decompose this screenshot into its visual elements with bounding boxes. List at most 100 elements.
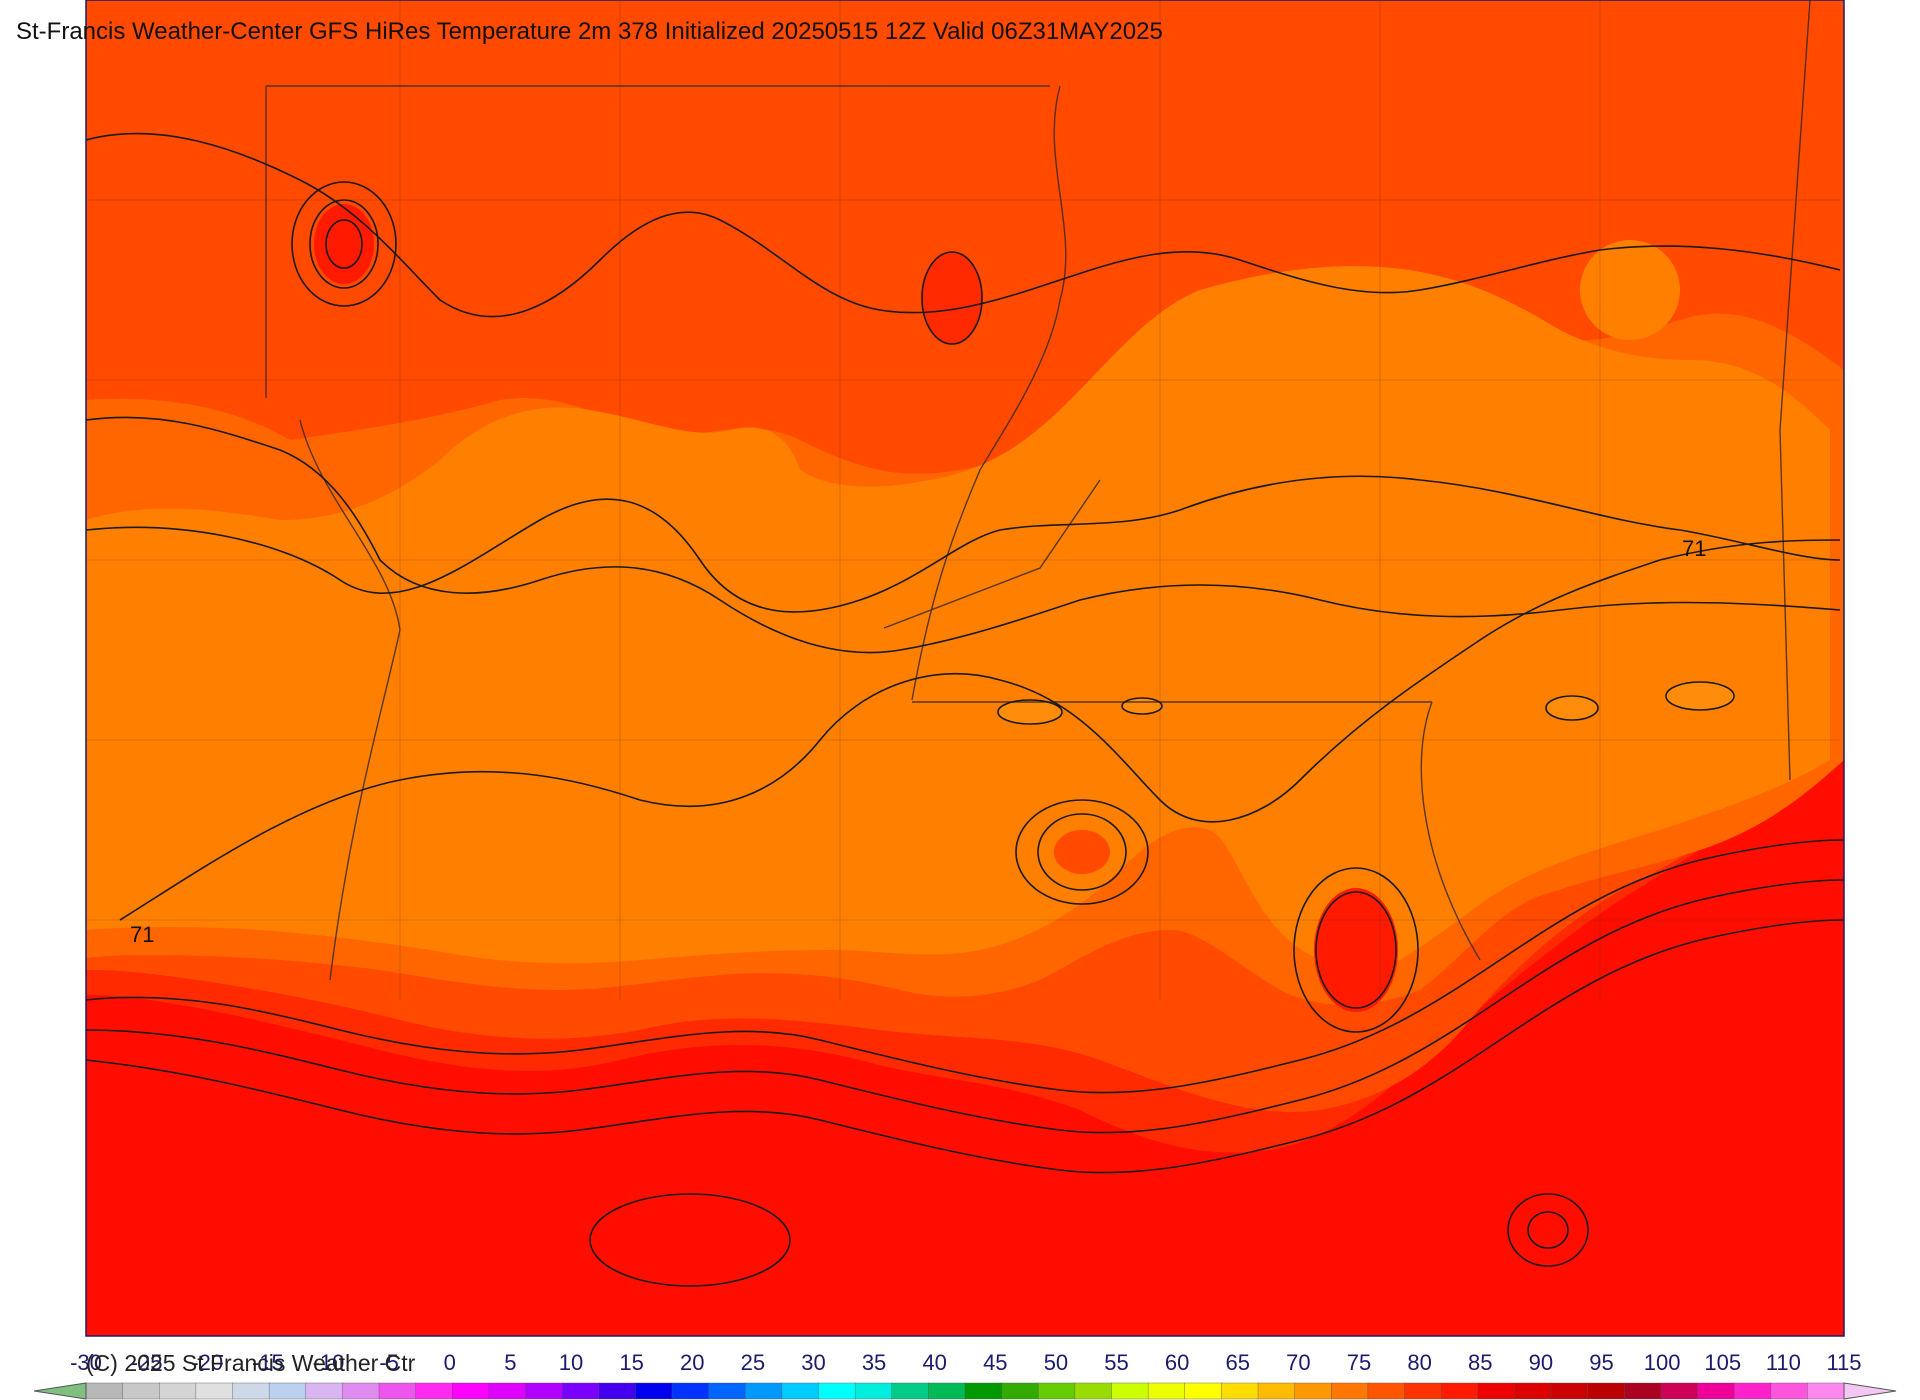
colorbar-segment [1477, 1382, 1516, 1400]
colorbar-segment [1807, 1382, 1845, 1400]
colorbar-tick-label: 100 [1644, 1350, 1681, 1375]
colorbar-tick-label: -15 [252, 1350, 284, 1375]
colorbar-segment [745, 1382, 783, 1400]
colorbar-segment [1001, 1382, 1040, 1400]
colorbar-tick-label: 20 [680, 1350, 704, 1375]
colorbar-segment [1257, 1382, 1296, 1400]
colorbar-tick-label: -25 [131, 1350, 163, 1375]
county-borders [86, 0, 1840, 1000]
hot-spot [922, 252, 982, 344]
colorbar-tick-label: 65 [1226, 1350, 1250, 1375]
colorbar-segment [378, 1382, 417, 1400]
contour-label: 71 [1682, 536, 1706, 561]
colorbar-segment [268, 1382, 307, 1400]
colorbar-segment [195, 1382, 234, 1400]
colorbar-segment [488, 1382, 527, 1400]
contour-label: 71 [130, 922, 154, 947]
colorbar-segment [1147, 1382, 1186, 1400]
colorbar-tick-label: 50 [1044, 1350, 1068, 1375]
map-title: St-Francis Weather-Center GFS HiRes Temp… [16, 18, 1163, 45]
colorbar-tick-label: 35 [862, 1350, 886, 1375]
colorbar-segment [1770, 1382, 1809, 1400]
warm-pocket [1666, 682, 1734, 710]
hot-spot [314, 204, 374, 284]
colorbar-tick-label: 15 [619, 1350, 643, 1375]
colorbar-segment [1038, 1382, 1076, 1400]
colorbar-segment [1514, 1382, 1552, 1400]
colorbar-tick-label: 90 [1529, 1350, 1553, 1375]
colorbar-segment [1697, 1382, 1735, 1400]
map-frame [85, 0, 1845, 1337]
colorbar-segment [1111, 1382, 1149, 1400]
colorbar-segment [1404, 1382, 1442, 1400]
colorbar-segment [891, 1382, 930, 1400]
closed-contours [291, 181, 1735, 1287]
colorbar-segment [525, 1382, 563, 1400]
colorbar-tick-label: 95 [1589, 1350, 1613, 1375]
colorbar-tick-label: 110 [1766, 1350, 1801, 1375]
colorbar-tick-label: 75 [1347, 1350, 1371, 1375]
colorbar-segment [122, 1382, 161, 1400]
colorbar-segments [85, 1382, 1845, 1400]
colorbar-tick-label: 0 [444, 1350, 456, 1375]
colorbar-right-arrow [1843, 1382, 1897, 1400]
state-borders [265, 0, 1811, 981]
colorbar-tick-label: 45 [983, 1350, 1007, 1375]
colorbar-segment [1550, 1382, 1589, 1400]
colorbar-segment [342, 1382, 380, 1400]
colorbar-segment [1074, 1382, 1113, 1400]
colorbar-segment [305, 1382, 344, 1400]
colorbar-segment [598, 1382, 637, 1400]
warm-pocket [1580, 240, 1680, 340]
colorbar-segment [1221, 1382, 1259, 1400]
colorbar-segment [561, 1382, 600, 1400]
colorbar-tick-label: 85 [1468, 1350, 1492, 1375]
colorbar-tick-label: 115 [1826, 1350, 1861, 1375]
colorbar-tick-label: 5 [504, 1350, 516, 1375]
colorbar-segment [708, 1382, 747, 1400]
colorbar-segment [854, 1382, 893, 1400]
colorbar-segment [159, 1382, 197, 1400]
colorbar-segment [1733, 1382, 1772, 1400]
colorbar-segment [1624, 1382, 1662, 1400]
colorbar-segment [671, 1382, 710, 1400]
colorbar-segment [964, 1382, 1003, 1400]
colorbar-tick-label: -20 [191, 1350, 223, 1375]
colorbar-tick-label: 30 [801, 1350, 825, 1375]
hot-spot [1314, 888, 1398, 1012]
warm-pocket [1546, 696, 1598, 720]
isotherm-contours [85, 132, 1845, 1174]
colorbar-tick-label: -30 [70, 1350, 102, 1375]
colorbar-segment [818, 1382, 856, 1400]
colorbar-segment [1440, 1382, 1479, 1400]
temperature-map: 71 71 [85, 0, 1845, 1337]
colorbar-tick-labels: -30 -25 -20 -15 -10 -5 0 5 10 15 20 25 30 35 40 45 50 55 6… [70, 1350, 1861, 1375]
temperature-colorbar: -30 -25 -20 -15 -10 -5 0 5 10 15 20 25 30 35 40 45 50 55 6… [33, 1350, 1897, 1400]
colorbar-segment [1331, 1382, 1369, 1400]
colorbar-segment [928, 1382, 966, 1400]
colorbar-segment [232, 1382, 270, 1400]
colorbar-segment [1660, 1382, 1699, 1400]
hot-spot [1054, 830, 1110, 874]
colorbar-segment [635, 1382, 673, 1400]
colorbar-tick-label: 55 [1104, 1350, 1128, 1375]
copyright-notice: (C) 2025 St Francis Weather Ctr [86, 1350, 416, 1376]
colorbar-tick-label: 60 [1165, 1350, 1189, 1375]
colorbar-tick-label: 10 [559, 1350, 583, 1375]
colorbar-left-arrow [33, 1382, 87, 1400]
colorbar-segment [1367, 1382, 1406, 1400]
band-60-65 [86, 266, 1830, 968]
colorbar-segment [85, 1382, 124, 1400]
colorbar-segment [781, 1382, 820, 1400]
colorbar-segment [1184, 1382, 1223, 1400]
colorbar-tick-label: 40 [922, 1350, 946, 1375]
colorbar-tick-label: 25 [741, 1350, 765, 1375]
colorbar-tick-label: 105 [1704, 1350, 1741, 1375]
colorbar-segment [1294, 1382, 1333, 1400]
colorbar-segment [415, 1382, 454, 1400]
warm-pocket [998, 700, 1062, 724]
colorbar-segment [452, 1382, 490, 1400]
colorbar-tick-label: 80 [1407, 1350, 1431, 1375]
colorbar-segment [1587, 1382, 1626, 1400]
colorbar-tick-label: -5 [379, 1350, 399, 1375]
